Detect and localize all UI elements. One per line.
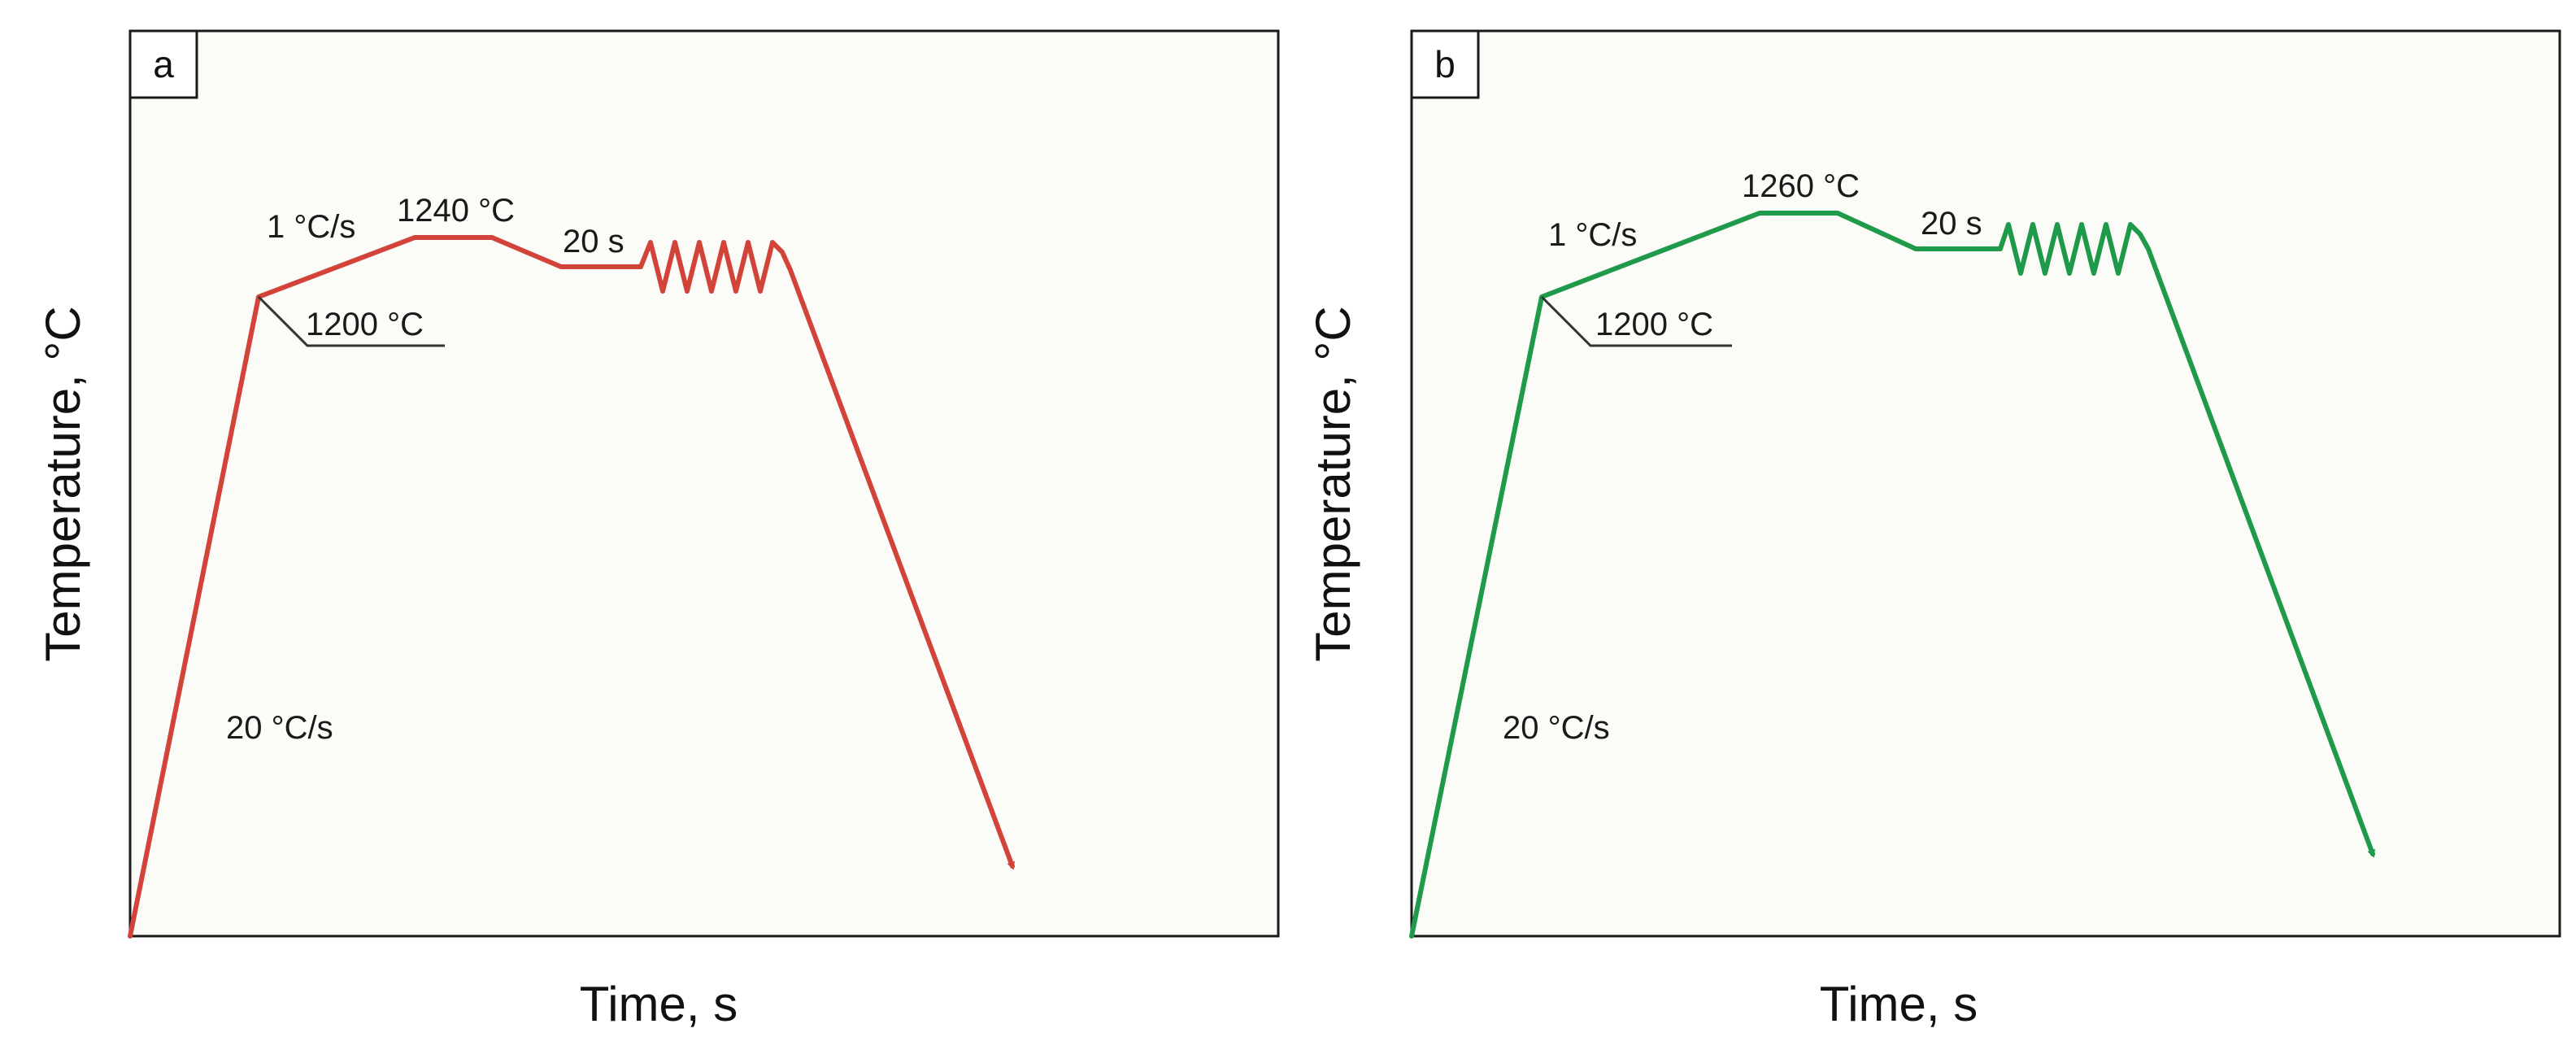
panel-b-intermediate-temp: 1200 °C — [1595, 307, 1713, 342]
panel-b-frame — [1410, 29, 2561, 938]
panel-a-1200-leader — [257, 295, 445, 347]
panel-b-peak-temp: 1260 °C — [1742, 168, 1860, 204]
panel-a-hold-time: 20 s — [563, 224, 624, 259]
panel-b-x-axis-title: Time, s — [1820, 977, 1978, 1031]
panel-a-y-axis-title: Temperature, °C — [36, 306, 90, 662]
panel-b-badge — [1410, 29, 1480, 99]
panel-a-frame — [128, 29, 1280, 938]
panel-b-1200-leader — [1540, 295, 1732, 347]
panel-a-heating-rate-fast: 20 °C/s — [226, 710, 333, 746]
panel-a-label: a — [153, 43, 174, 85]
panel-a-thermal-profile — [128, 235, 1015, 939]
panel-a-heating-rate-slow: 1 °C/s — [267, 209, 355, 245]
panel-a-intermediate-temp: 1200 °C — [306, 307, 424, 342]
panel-b-thermal-profile — [1409, 211, 2375, 939]
panel-b-heating-rate-fast: 20 °C/s — [1503, 710, 1610, 746]
panel-a: a Temperature, °C Time, s 20 °C/s 1200 °… — [36, 29, 1280, 1031]
panel-a-peak-temp: 1240 °C — [397, 193, 515, 229]
panel-a-x-axis-title: Time, s — [580, 977, 738, 1031]
panel-a-badge — [128, 29, 198, 99]
panel-b-label: b — [1434, 43, 1456, 85]
panel-b-y-axis-title: Temperature, °C — [1306, 306, 1360, 662]
panel-b-heating-rate-slow: 1 °C/s — [1548, 217, 1637, 253]
panel-b-hold-time: 20 s — [1921, 206, 1982, 242]
panel-b: b Temperature, °C Time, s 20 °C/s 1200 °… — [1306, 29, 2561, 1031]
